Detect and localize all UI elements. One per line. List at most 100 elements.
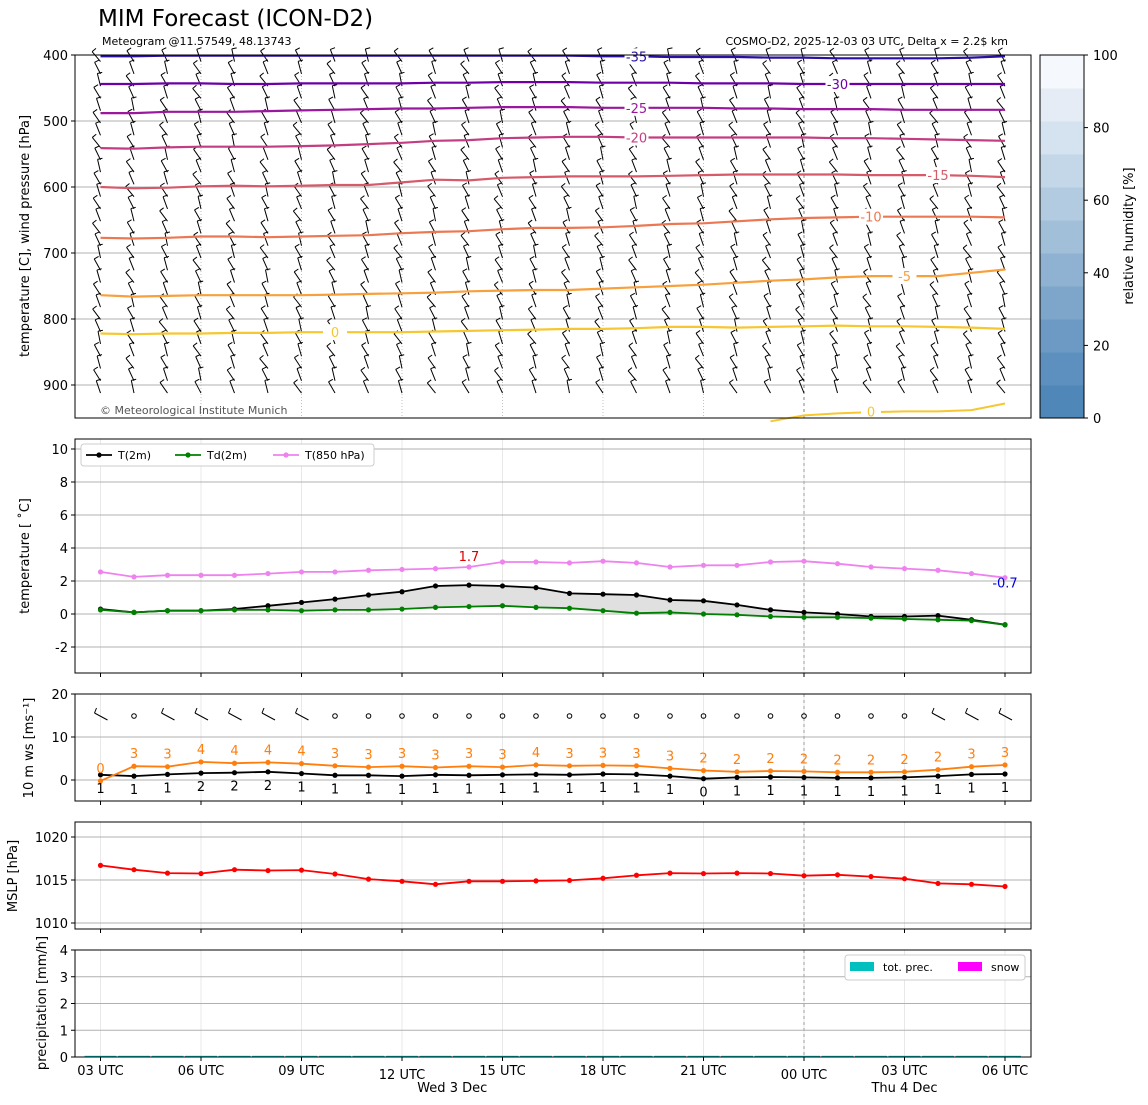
wind-barb-flag — [599, 170, 605, 173]
wind-barb-flag — [729, 96, 734, 101]
wind-barb-flag — [798, 120, 804, 124]
wind-barb-flag — [462, 96, 467, 100]
wind-barb — [327, 295, 336, 308]
wind-barb-flag — [495, 231, 501, 236]
wind-barb — [162, 282, 168, 296]
wind-barb-flag — [330, 305, 336, 308]
wind-barb — [698, 343, 704, 357]
wind-barb-flag — [901, 366, 907, 369]
wind-barb-flag — [263, 317, 269, 320]
wind-barb-flag — [96, 378, 102, 382]
colorbar-segment — [1040, 352, 1084, 386]
wind-barb-flag — [595, 207, 600, 212]
wind-barb-flag — [94, 145, 100, 149]
wind-barb — [930, 345, 939, 357]
wind-barb-flag — [832, 231, 838, 235]
wind-barb-flag — [264, 378, 270, 381]
wind-barb — [261, 86, 269, 99]
wind-barb-flag — [260, 133, 266, 138]
isotherm-label-bg — [859, 208, 883, 225]
wind-barb-flag — [698, 169, 703, 173]
precip-bar — [419, 1055, 452, 1057]
wind-barb-flag — [662, 84, 668, 88]
wind-barb-flag — [197, 305, 203, 308]
wind-barb-flag — [565, 59, 571, 63]
wind-barb — [428, 246, 436, 259]
wind-frame — [74, 693, 1032, 802]
wind-barb-flag — [293, 268, 299, 273]
chart-title: MIM Forecast (ICON-D2) — [98, 6, 374, 32]
wind-barb-flag — [498, 243, 504, 247]
wind-barb — [93, 172, 101, 185]
wind-barb — [130, 122, 135, 136]
wind-barb-flag — [629, 231, 634, 236]
wind-series-point-1 — [231, 760, 238, 766]
wind-barb — [898, 331, 905, 345]
wind-barb-flag — [664, 120, 670, 124]
wind-barb-flag — [196, 243, 202, 247]
wind-barb — [464, 282, 470, 295]
surface-wind-barb — [965, 712, 979, 721]
wind-barb — [965, 233, 972, 246]
wind-barb-flag — [494, 170, 500, 175]
wind-barb — [430, 368, 436, 381]
wind-barb-flag — [934, 133, 940, 136]
wind-barb-flag — [829, 219, 835, 224]
wind-barb — [797, 62, 805, 75]
wind-barb — [565, 122, 570, 136]
wind-barb — [126, 136, 135, 148]
isotherm-label: -20 — [626, 132, 647, 147]
wind-barb-flag — [230, 182, 236, 185]
wind-barb — [129, 61, 135, 75]
wind-barb-flag — [260, 219, 266, 223]
wind-barb — [159, 99, 168, 111]
wind-barb-flag — [763, 121, 769, 125]
series-point-1 — [533, 604, 539, 611]
wind-barb-flag — [798, 206, 804, 210]
wind-barb — [262, 61, 269, 75]
wind-barb-flag — [832, 317, 838, 320]
series-point-2 — [432, 566, 439, 572]
precip-ytick-label: 4 — [60, 944, 68, 959]
wind-barb-flag — [361, 231, 367, 235]
wind-barb-flag — [532, 96, 538, 99]
wind-barb-flag — [863, 268, 868, 273]
wind-barb-flag — [192, 342, 198, 347]
wind-barb — [196, 306, 202, 320]
mslp-point — [734, 870, 740, 876]
wind-barb-flag — [998, 133, 1004, 137]
wind-barb-flag — [95, 120, 101, 124]
wind-barb — [197, 196, 202, 210]
speed-value-label: 1 — [632, 781, 640, 796]
wind-barb-flag — [630, 378, 636, 382]
surface-calm-circle — [499, 713, 506, 719]
wind-barb-flag — [231, 157, 237, 161]
wind-barb-flag — [765, 47, 771, 50]
wind-barb-flag — [665, 96, 671, 99]
wind-barb-flag — [365, 47, 371, 50]
wind-barb-flag — [863, 72, 869, 76]
wind-barb — [999, 86, 1006, 99]
wind-barb-flag — [729, 379, 734, 383]
wind-series-point-1 — [968, 764, 975, 770]
wind-barb — [361, 259, 369, 271]
wind-barb — [596, 74, 604, 87]
wind-barb-flag — [460, 317, 466, 322]
wind-barb-flag — [427, 268, 433, 273]
wind-barb-flag — [963, 219, 969, 224]
wind-barb-flag — [461, 378, 467, 383]
wind-barb — [159, 382, 168, 394]
wind-barb-flag — [934, 47, 940, 50]
wind-series-point-0 — [265, 769, 271, 775]
wind-barb — [633, 196, 637, 210]
speed-value-label: 1 — [498, 782, 506, 797]
colorbar-segment — [1040, 286, 1084, 320]
wind-barb-flag — [666, 354, 672, 357]
wind-barb-flag — [465, 280, 471, 283]
wind-barb-flag — [933, 354, 939, 357]
wind-barb — [833, 208, 838, 222]
wind-barb-flag — [766, 305, 772, 308]
isotherm-label-bg — [624, 129, 649, 146]
wind-barb-flag — [561, 182, 566, 187]
wind-barb — [833, 294, 838, 308]
